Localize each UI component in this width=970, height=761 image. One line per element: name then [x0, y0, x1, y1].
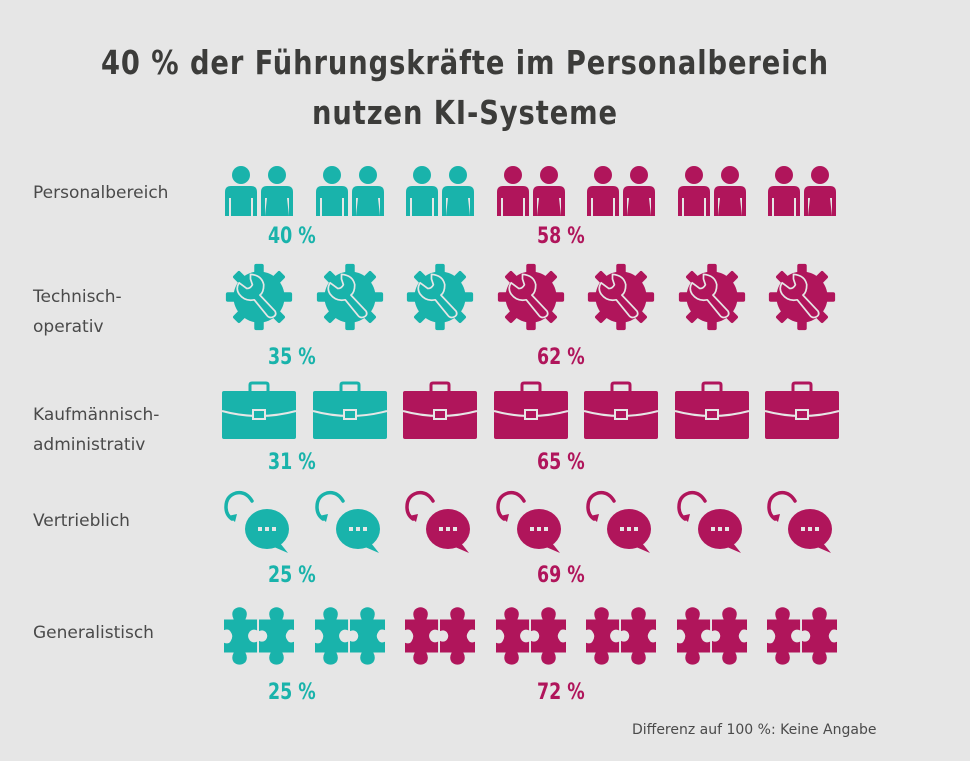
yes-percent-label: 25 %: [268, 563, 316, 588]
puzzle-icon: [582, 600, 660, 670]
row-label: Vertrieblich: [33, 506, 213, 536]
no-percent-label: 62 %: [537, 345, 585, 370]
row-label: Generalistisch: [33, 618, 213, 648]
gear-wrench-icon: [220, 262, 298, 332]
briefcase-icon: [492, 376, 570, 446]
people-pair-icon: [582, 158, 660, 228]
people-pair-icon: [763, 158, 841, 228]
people-pair-icon: [311, 158, 389, 228]
no-percent-label: 58 %: [537, 224, 585, 249]
gear-wrench-icon: [492, 262, 570, 332]
icon-row: [220, 376, 850, 446]
row-label: Kaufmännisch-administrativ: [33, 400, 213, 460]
yes-percent-label: 25 %: [268, 680, 316, 705]
icon-row: [220, 487, 850, 557]
row-label-line: administrativ: [33, 435, 146, 455]
people-pair-icon: [220, 158, 298, 228]
row-label-line: Kaufmännisch-: [33, 405, 160, 425]
gear-wrench-icon: [582, 262, 660, 332]
chat-bubble-icon: [492, 487, 570, 557]
briefcase-icon: [582, 376, 660, 446]
puzzle-icon: [673, 600, 751, 670]
row-label-line: Personalbereich: [33, 183, 169, 203]
briefcase-icon: [763, 376, 841, 446]
people-pair-icon: [673, 158, 751, 228]
chat-bubble-icon: [673, 487, 751, 557]
row-label: Technisch-operativ: [33, 282, 213, 342]
yes-percent-label: 35 %: [268, 345, 316, 370]
chat-bubble-icon: [763, 487, 841, 557]
puzzle-icon: [220, 600, 298, 670]
icon-row: [220, 158, 850, 228]
chat-bubble-icon: [582, 487, 660, 557]
no-percent-label: 72 %: [537, 680, 585, 705]
briefcase-icon: [401, 376, 479, 446]
icon-row: [220, 262, 850, 332]
icon-row: [220, 600, 850, 670]
puzzle-icon: [311, 600, 389, 670]
row-label-line: Vertrieblich: [33, 511, 130, 531]
briefcase-icon: [220, 376, 298, 446]
gear-wrench-icon: [401, 262, 479, 332]
row-label-line: Technisch-: [33, 287, 122, 307]
briefcase-icon: [673, 376, 751, 446]
briefcase-icon: [311, 376, 389, 446]
footnote: Differenz auf 100 %: Keine Angabe: [632, 722, 877, 738]
chart-title: 40 % der Führungskräfte im Personalberei…: [37, 38, 893, 138]
gear-wrench-icon: [673, 262, 751, 332]
chat-bubble-icon: [401, 487, 479, 557]
chart-title-line-2: nutzen KI-Systeme: [312, 93, 618, 132]
no-percent-label: 69 %: [537, 563, 585, 588]
row-label-line: operativ: [33, 317, 104, 337]
people-pair-icon: [401, 158, 479, 228]
puzzle-icon: [763, 600, 841, 670]
gear-wrench-icon: [763, 262, 841, 332]
row-label: Personalbereich: [33, 178, 213, 208]
puzzle-icon: [492, 600, 570, 670]
chat-bubble-icon: [311, 487, 389, 557]
no-percent-label: 65 %: [537, 450, 585, 475]
row-label-line: Generalistisch: [33, 623, 154, 643]
yes-percent-label: 40 %: [268, 224, 316, 249]
gear-wrench-icon: [311, 262, 389, 332]
chat-bubble-icon: [220, 487, 298, 557]
people-pair-icon: [492, 158, 570, 228]
puzzle-icon: [401, 600, 479, 670]
yes-percent-label: 31 %: [268, 450, 316, 475]
chart-title-line-1: 40 % der Führungskräfte im Personalberei…: [100, 43, 830, 82]
